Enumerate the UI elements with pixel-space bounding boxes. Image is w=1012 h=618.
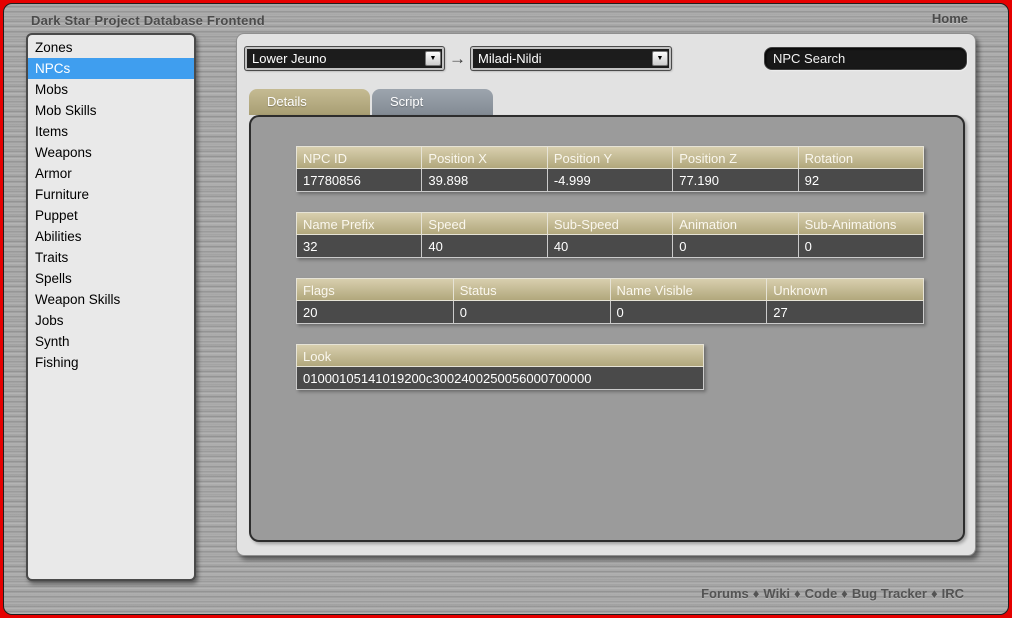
table-position-npc-id-value: 17780856 (296, 169, 422, 192)
table-position-rotation-header: Rotation (797, 146, 925, 169)
table-position-position-z-value: 77.190 (672, 169, 798, 192)
npc-select-dropdown-button[interactable]: ▼ (652, 51, 668, 66)
right-arrow-icon: → (449, 48, 466, 68)
tab-bar: Details Script (249, 89, 493, 115)
sidebar-item-abilities[interactable]: Abilities (35, 229, 82, 244)
sidebar-item-furniture[interactable]: Furniture (35, 187, 90, 202)
table-movement-header-row: Name Prefix Speed Sub-Speed Animation Sub-An… (296, 212, 925, 235)
table-look-value-row: 01000105141019200c3002400250056000700000 (296, 367, 704, 390)
table-movement-sub-animations-header: Sub-Animations (797, 212, 925, 235)
details-content: NPC ID Position X Position Y Position Z Rota… (249, 115, 965, 542)
table-flags-header-row: Flags Status Name Visible Unknown (296, 278, 924, 301)
footer-link-bug-tracker[interactable]: Bug Tracker (851, 586, 927, 601)
footer-link-wiki[interactable]: Wiki (763, 586, 791, 601)
sidebar-item-traits[interactable]: Traits (35, 250, 69, 265)
sidebar-item-armor[interactable]: Armor (35, 166, 72, 181)
table-movement-sub-speed-header: Sub-Speed (546, 212, 673, 235)
table-movement-sub-speed-value: 40 (546, 235, 673, 258)
sidebar-list: Zones NPCs Mobs Mob Skills Items Weapons Armor… (28, 37, 194, 373)
chevron-down-icon: ▼ (656, 55, 664, 62)
table-flags-status-header: Status (452, 278, 610, 301)
table-movement-speed-value: 40 (421, 235, 547, 258)
table-position-position-z-header: Position Z (672, 146, 798, 169)
table-flags-flags-header: Flags (296, 278, 453, 301)
sidebar-item-weapons[interactable]: Weapons (35, 145, 92, 160)
app-window: Dark Star Project Database Frontend Home… (3, 3, 1009, 615)
table-look-header-row: Look (296, 344, 704, 367)
table-movement-animation-value: 0 (672, 235, 798, 258)
footer: Forums ♦ Wiki ♦ Code ♦ Bug Tracker ♦ IRC (701, 586, 964, 601)
table-flags-value-row: 20 0 0 27 (296, 301, 924, 324)
table-look: Look 01000105141019200c300240025005600070… (296, 344, 704, 390)
sidebar-item-mob-skills[interactable]: Mob Skills (35, 103, 97, 118)
table-position-position-y-value: -4.999 (546, 169, 673, 192)
sidebar-item-items[interactable]: Items (35, 124, 69, 139)
table-flags-name-visible-value: 0 (609, 301, 767, 324)
npc-select-value: Miladi-Nildi (478, 51, 542, 66)
table-movement-speed-header: Speed (421, 212, 547, 235)
chevron-down-icon: ▼ (429, 55, 437, 62)
sidebar-item-weapon-skills[interactable]: Weapon Skills (35, 292, 121, 307)
footer-link-forums[interactable]: Forums (701, 586, 749, 601)
table-position-position-x-value: 39.898 (421, 169, 547, 192)
diamond-separator-icon: ♦ (930, 586, 938, 601)
tab-script[interactable]: Script (372, 89, 493, 115)
sidebar-item-synth[interactable]: Synth (35, 334, 70, 349)
table-position-npc-id-header: NPC ID (296, 146, 422, 169)
table-movement-name-prefix-value: 32 (296, 235, 422, 258)
table-flags-unknown-value: 27 (766, 301, 924, 324)
sidebar-item-npcs[interactable]: NPCs (28, 58, 194, 79)
zone-select-value: Lower Jeuno (252, 51, 327, 66)
diamond-separator-icon: ♦ (752, 586, 760, 601)
table-look-look-value: 01000105141019200c3002400250056000700000 (296, 367, 704, 390)
table-flags-unknown-header: Unknown (766, 278, 924, 301)
footer-link-irc[interactable]: IRC (941, 586, 964, 601)
home-link[interactable]: Home (931, 11, 968, 26)
table-movement-name-prefix-header: Name Prefix (296, 212, 422, 235)
table-position-value-row: 17780856 39.898 -4.999 77.190 92 (296, 169, 925, 192)
table-position-position-y-header: Position Y (546, 146, 673, 169)
table-flags-status-value: 0 (452, 301, 610, 324)
table-movement-value-row: 32 40 40 0 0 (296, 235, 925, 258)
tab-details[interactable]: Details (249, 89, 370, 115)
main-panel: Lower Jeuno ▼ → Miladi-Nildi ▼ Details S… (236, 33, 976, 556)
toolbar: Lower Jeuno ▼ → Miladi-Nildi ▼ (245, 47, 967, 70)
table-position-position-x-header: Position X (421, 146, 547, 169)
zone-select-dropdown-button[interactable]: ▼ (425, 51, 441, 66)
sidebar-item-fishing[interactable]: Fishing (35, 355, 79, 370)
table-flags-flags-value: 20 (296, 301, 453, 324)
table-movement-animation-header: Animation (672, 212, 798, 235)
diamond-separator-icon: ♦ (794, 586, 801, 601)
table-flags-name-visible-header: Name Visible (609, 278, 767, 301)
table-movement-sub-animations-value: 0 (797, 235, 925, 258)
table-position: NPC ID Position X Position Y Position Z Rota… (296, 146, 925, 192)
table-position-header-row: NPC ID Position X Position Y Position Z Rota… (296, 146, 925, 169)
footer-link-code[interactable]: Code (804, 586, 838, 601)
sidebar-item-zones[interactable]: Zones (35, 40, 73, 55)
sidebar: Zones NPCs Mobs Mob Skills Items Weapons Armor… (26, 33, 196, 581)
table-movement: Name Prefix Speed Sub-Speed Animation Sub-An… (296, 212, 925, 258)
table-position-rotation-value: 92 (797, 169, 925, 192)
table-look-look-header: Look (296, 344, 704, 367)
page-title: Dark Star Project Database Frontend (31, 13, 265, 28)
sidebar-item-mobs[interactable]: Mobs (35, 82, 69, 97)
npc-search-input[interactable] (764, 47, 967, 70)
npc-select[interactable]: Miladi-Nildi ▼ (471, 47, 671, 70)
tables-container: NPC ID Position X Position Y Position Z Rota… (296, 146, 963, 390)
diamond-separator-icon: ♦ (841, 586, 848, 601)
sidebar-item-spells[interactable]: Spells (35, 271, 72, 286)
sidebar-item-puppet[interactable]: Puppet (35, 208, 78, 223)
table-flags: Flags Status Name Visible Unknown 20 0 0 27 (296, 278, 924, 324)
zone-select[interactable]: Lower Jeuno ▼ (245, 47, 444, 70)
sidebar-item-jobs[interactable]: Jobs (35, 313, 64, 328)
